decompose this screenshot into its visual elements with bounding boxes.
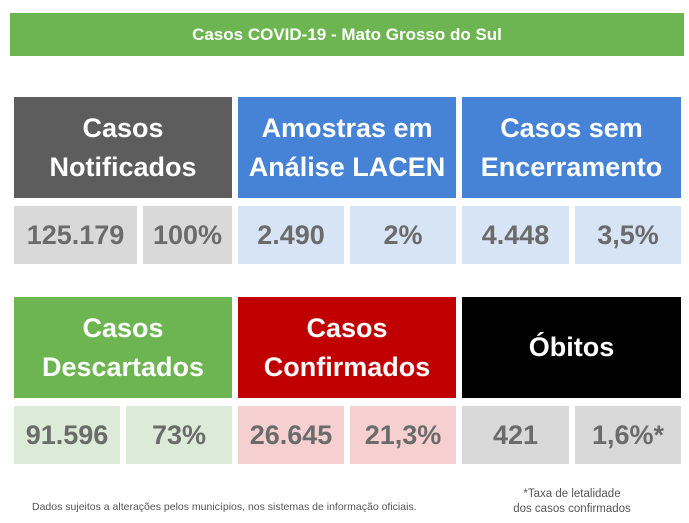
- confirmados-percent-text: 21,3%: [364, 419, 442, 450]
- descartados-value-text: 91.596: [25, 419, 109, 450]
- confirmados-label: Casos Confirmados: [263, 312, 431, 382]
- lacen-value: 2.490: [238, 206, 344, 264]
- lacen-percent: 2%: [350, 206, 456, 264]
- obitos-label: Óbitos: [528, 332, 615, 362]
- encerramento-header: Casos sem Encerramento: [462, 97, 681, 198]
- descartados-header: Casos Descartados: [14, 297, 232, 398]
- obitos-header: Óbitos: [462, 297, 681, 398]
- descartados-label: Casos Descartados: [41, 312, 205, 382]
- encerramento-label: Casos sem Encerramento: [480, 112, 663, 182]
- lacen-value-text: 2.490: [257, 219, 325, 250]
- encerramento-percent-text: 3,5%: [597, 219, 659, 250]
- lethality-note: *Taxa de letalidade dos casos confirmado…: [497, 487, 647, 517]
- encerramento-value-text: 4.448: [481, 219, 550, 250]
- notificados-label: Casos Notificados: [49, 112, 197, 182]
- notificados-value: 125.179: [14, 206, 137, 264]
- encerramento-value: 4.448: [462, 206, 569, 264]
- lethality-note-text: *Taxa de letalidade dos casos confirmado…: [513, 488, 631, 515]
- confirmados-value-text: 26.645: [249, 419, 333, 450]
- lacen-percent-text: 2%: [383, 219, 423, 250]
- notificados-value-text: 125.179: [26, 219, 125, 250]
- page-title: Casos COVID-19 - Mato Grosso do Sul: [10, 13, 684, 56]
- descartados-value: 91.596: [14, 406, 120, 464]
- notificados-header: Casos Notificados: [14, 97, 232, 198]
- obitos-percent: 1,6%*: [575, 406, 681, 464]
- data-disclaimer-text: Dados sujeitos a alterações pelos municí…: [32, 501, 417, 513]
- obitos-value: 421: [462, 406, 569, 464]
- data-disclaimer: Dados sujeitos a alterações pelos municí…: [32, 501, 417, 513]
- obitos-percent-text: 1,6%*: [591, 419, 665, 450]
- notificados-percent: 100%: [143, 206, 232, 264]
- descartados-percent: 73%: [126, 406, 232, 464]
- descartados-percent-text: 73%: [151, 419, 207, 450]
- confirmados-value: 26.645: [238, 406, 344, 464]
- lacen-header: Amostras em Análise LACEN: [238, 97, 456, 198]
- page-title-text: Casos COVID-19 - Mato Grosso do Sul: [192, 24, 502, 44]
- lacen-label: Amostras em Análise LACEN: [248, 112, 446, 182]
- confirmados-header: Casos Confirmados: [238, 297, 456, 398]
- obitos-value-text: 421: [492, 419, 539, 450]
- encerramento-percent: 3,5%: [575, 206, 681, 264]
- notificados-percent-text: 100%: [152, 219, 223, 250]
- confirmados-percent: 21,3%: [350, 406, 456, 464]
